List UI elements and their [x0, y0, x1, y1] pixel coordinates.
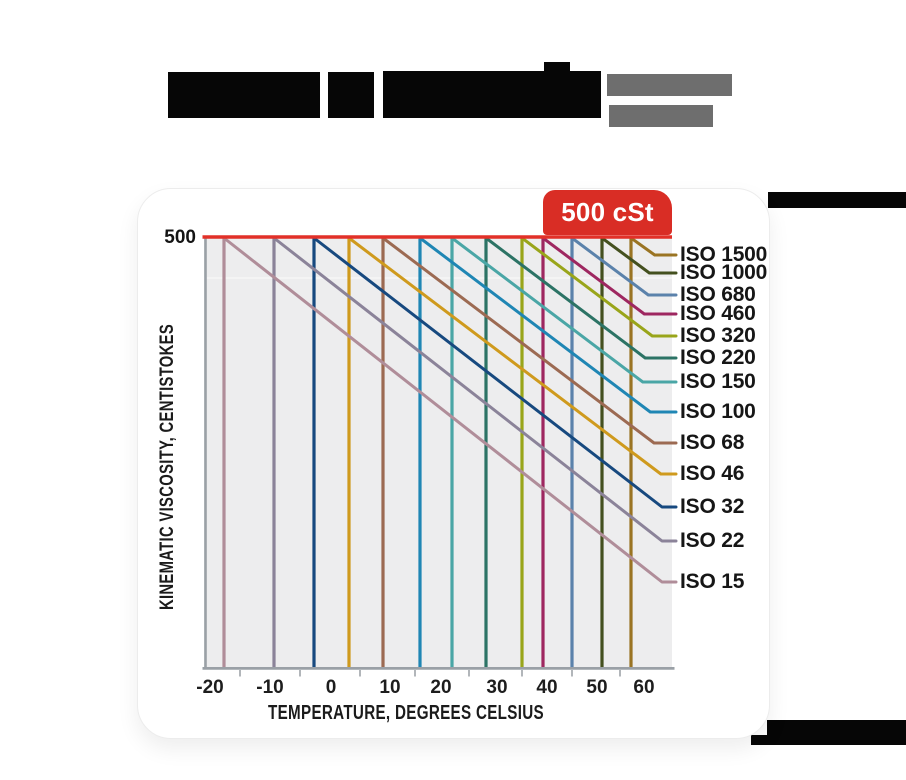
curve-iso-460	[541, 236, 678, 316]
x-tick-label: 0	[325, 677, 337, 698]
legend-label-iso-680: ISO 680	[680, 283, 756, 306]
title-redacted-block-2	[328, 72, 374, 118]
curve-iso-68	[381, 236, 678, 445]
legend-label-iso-22: ISO 22	[680, 529, 745, 552]
legend-label-iso-100: ISO 100	[680, 400, 756, 423]
curve-iso-220	[484, 236, 678, 360]
title-redacted-block-3	[383, 71, 601, 118]
curve-iso-1000	[600, 236, 678, 275]
subtitle-redacted-line-1	[607, 74, 732, 96]
legend-label-iso-68: ISO 68	[680, 431, 745, 454]
curve-iso-1500	[629, 236, 678, 257]
y-axis-title: KINEMATIC VISCOSITY, CENTISTOKES	[157, 323, 178, 611]
x-tick-label: 10	[379, 677, 401, 698]
curve-iso-22	[272, 236, 678, 543]
legend-label-iso-32: ISO 32	[680, 495, 745, 518]
badge-label: 500 cSt	[561, 197, 654, 227]
legend-label-iso-460: ISO 460	[680, 302, 756, 325]
x-tick-label: 30	[486, 677, 508, 698]
curve-iso-100	[418, 236, 678, 414]
x-tick-label: 20	[430, 677, 452, 698]
title-redacted-accent	[544, 62, 570, 73]
x-tick-label: -10	[256, 677, 284, 698]
curve-iso-680	[570, 236, 678, 297]
curve-iso-15	[222, 236, 678, 584]
legend-label-iso-220: ISO 220	[680, 346, 756, 369]
y-top-tick-label: 500	[164, 227, 196, 248]
legend-label-iso-46: ISO 46	[680, 462, 745, 485]
curve-iso-320	[520, 236, 678, 338]
legend-label-iso-320: ISO 320	[680, 324, 756, 347]
legend-label-iso-1000: ISO 1000	[680, 261, 768, 284]
curve-iso-46	[347, 236, 678, 476]
x-tick-label: 50	[586, 677, 608, 698]
redaction-bar-top-right	[768, 192, 906, 208]
title-redacted-block-1	[168, 72, 320, 118]
x-tick-label: -20	[196, 677, 224, 698]
redaction-bar-bottom-right-2	[751, 735, 906, 745]
redaction-bar-bottom-right-1	[767, 720, 906, 736]
x-tick-label: 60	[633, 677, 655, 698]
badge-500cst: 500 cSt	[543, 190, 672, 235]
legend-label-iso-1500: ISO 1500	[680, 243, 768, 266]
subtitle-redacted-line-2	[609, 105, 713, 127]
legend-label-iso-15: ISO 15	[680, 570, 745, 593]
x-axis-title: TEMPERATURE, DEGREES CELSIUS	[268, 702, 544, 724]
x-tick-label: 40	[536, 677, 558, 698]
curve-iso-32	[312, 236, 678, 509]
legend-label-iso-150: ISO 150	[680, 370, 756, 393]
curve-iso-150	[450, 236, 678, 384]
